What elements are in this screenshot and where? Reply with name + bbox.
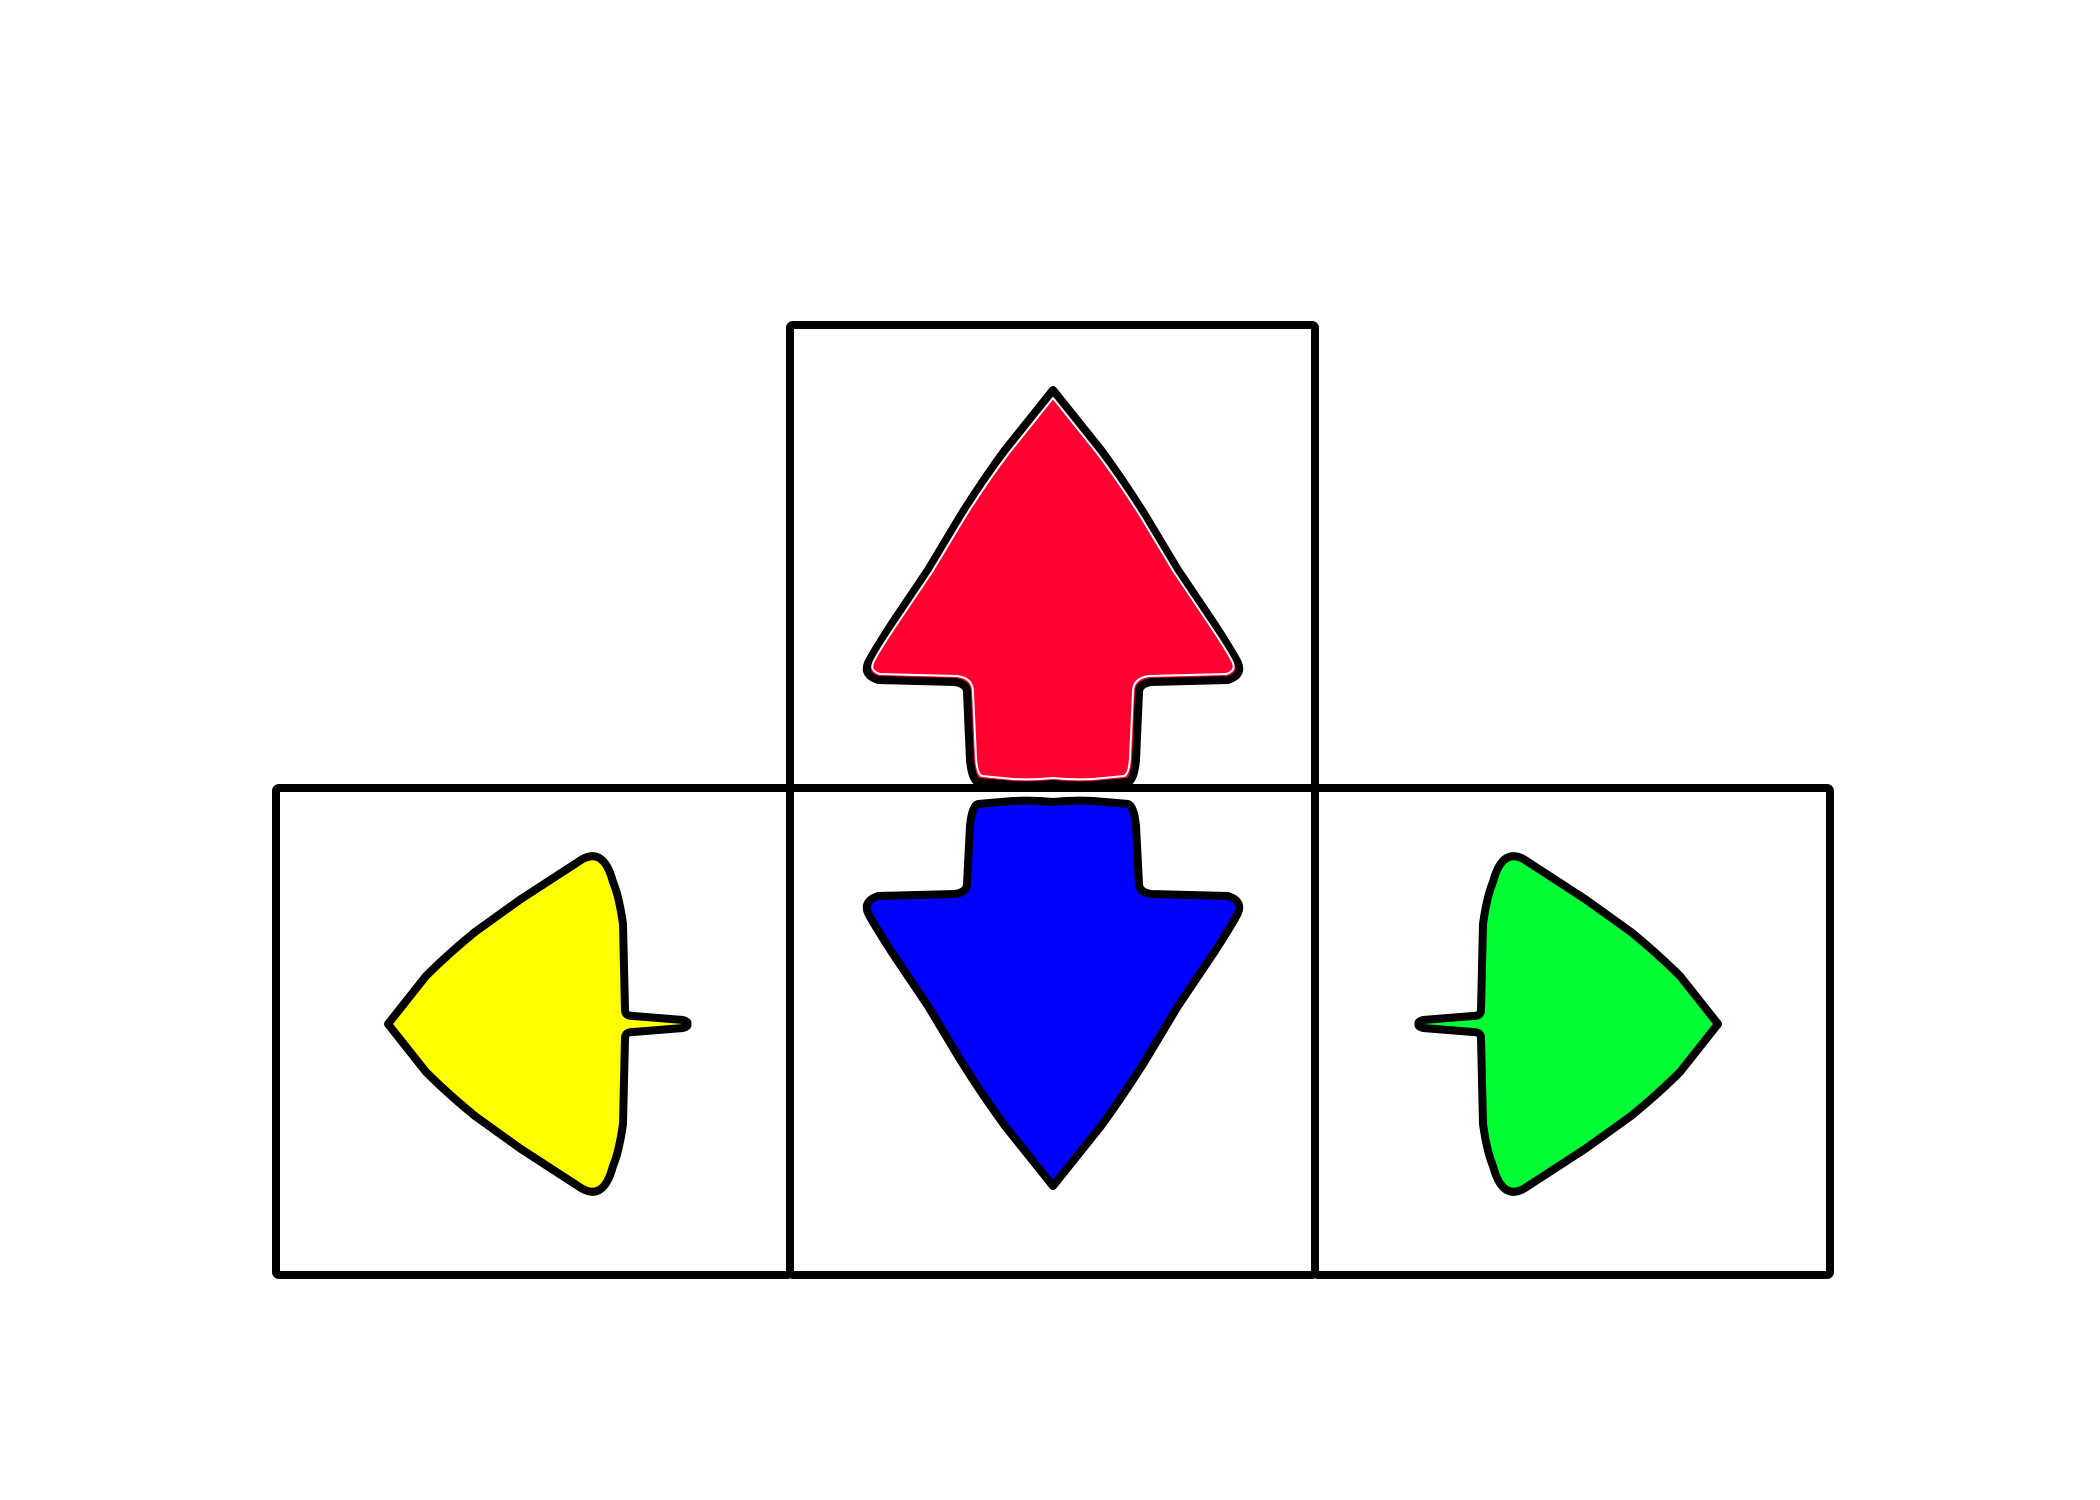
arrow-up-highlight xyxy=(871,397,1235,781)
arrow-down-icon xyxy=(862,796,1244,1190)
arrow-left-icon xyxy=(384,852,692,1196)
up-arrow-key[interactable] xyxy=(786,321,1319,794)
arrow-down-shape xyxy=(862,796,1244,1190)
left-arrow-key[interactable] xyxy=(272,784,794,1279)
arrow-left-shape xyxy=(384,852,692,1196)
down-arrow-key[interactable] xyxy=(786,784,1319,1279)
arrow-right-shape xyxy=(1414,852,1722,1196)
right-arrow-key[interactable] xyxy=(1311,784,1834,1279)
arrow-right-icon xyxy=(1414,852,1722,1196)
